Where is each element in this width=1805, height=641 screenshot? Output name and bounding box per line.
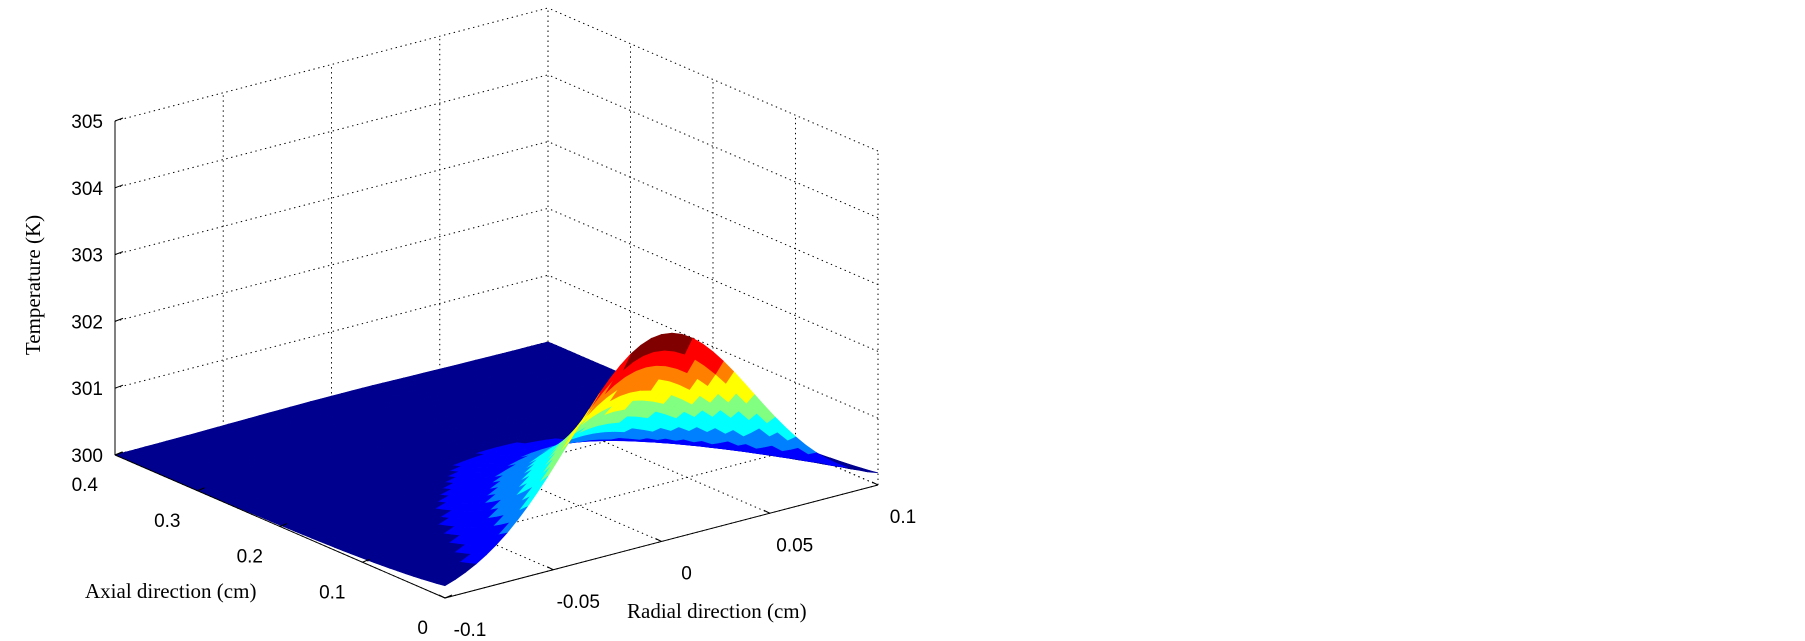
x-tick-label: 0.1 bbox=[890, 507, 916, 528]
tick-layer: -0.1 -0.05 0 0.05 0.1 0 0.1 0.2 0.3 0.4 300 301 302 3… bbox=[71, 112, 916, 641]
z-tick-label: 302 bbox=[71, 312, 103, 333]
x-tick-mark bbox=[871, 481, 879, 486]
x-tick-mark bbox=[763, 509, 770, 514]
y-tick-label: 0.2 bbox=[237, 547, 263, 568]
grid-line bbox=[547, 7, 879, 152]
z-tick-mark bbox=[114, 451, 124, 456]
z-tick-label: 303 bbox=[71, 246, 103, 267]
z-tick-mark bbox=[114, 384, 124, 389]
y-tick-mark bbox=[362, 558, 370, 563]
grid-line bbox=[547, 207, 879, 352]
x-tick-mark bbox=[655, 538, 662, 542]
grid-line bbox=[114, 7, 549, 122]
y-tick-label: 0.3 bbox=[154, 511, 180, 532]
x-tick-label: 0 bbox=[681, 564, 692, 585]
x-tick-mark bbox=[438, 594, 446, 599]
x-tick-label: 0.05 bbox=[776, 535, 813, 556]
y-tick-label: 0 bbox=[417, 618, 428, 639]
z-tick-label: 304 bbox=[71, 179, 103, 200]
y-tick-mark bbox=[279, 523, 288, 527]
z-tick-label: 301 bbox=[71, 379, 103, 400]
y-tick-mark bbox=[444, 594, 453, 599]
z-axis-label: Temperature (K) bbox=[21, 215, 45, 355]
z-tick-mark bbox=[114, 117, 124, 122]
grid-line bbox=[114, 74, 549, 189]
surface-layer bbox=[114, 332, 879, 587]
z-tick-label: 305 bbox=[71, 112, 103, 133]
x-tick-mark bbox=[547, 566, 554, 571]
y-tick-label: 0.4 bbox=[72, 475, 99, 496]
x-tick-label: -0.05 bbox=[557, 592, 600, 613]
grid-line bbox=[547, 74, 879, 219]
surface-patch bbox=[436, 577, 457, 587]
z-tick-mark bbox=[114, 251, 124, 256]
x-axis-label: Radial direction (cm) bbox=[627, 599, 807, 623]
axis-layer bbox=[114, 117, 879, 599]
grid-line bbox=[114, 207, 549, 322]
y-axis-label: Axial direction (cm) bbox=[85, 579, 256, 603]
y-tick-label: 0.1 bbox=[319, 582, 345, 603]
y-tick-mark bbox=[197, 487, 205, 492]
z-tick-mark bbox=[114, 317, 124, 322]
z-tick-label: 300 bbox=[71, 446, 103, 467]
x-tick-label: -0.1 bbox=[454, 620, 487, 641]
z-tick-mark bbox=[114, 184, 124, 189]
